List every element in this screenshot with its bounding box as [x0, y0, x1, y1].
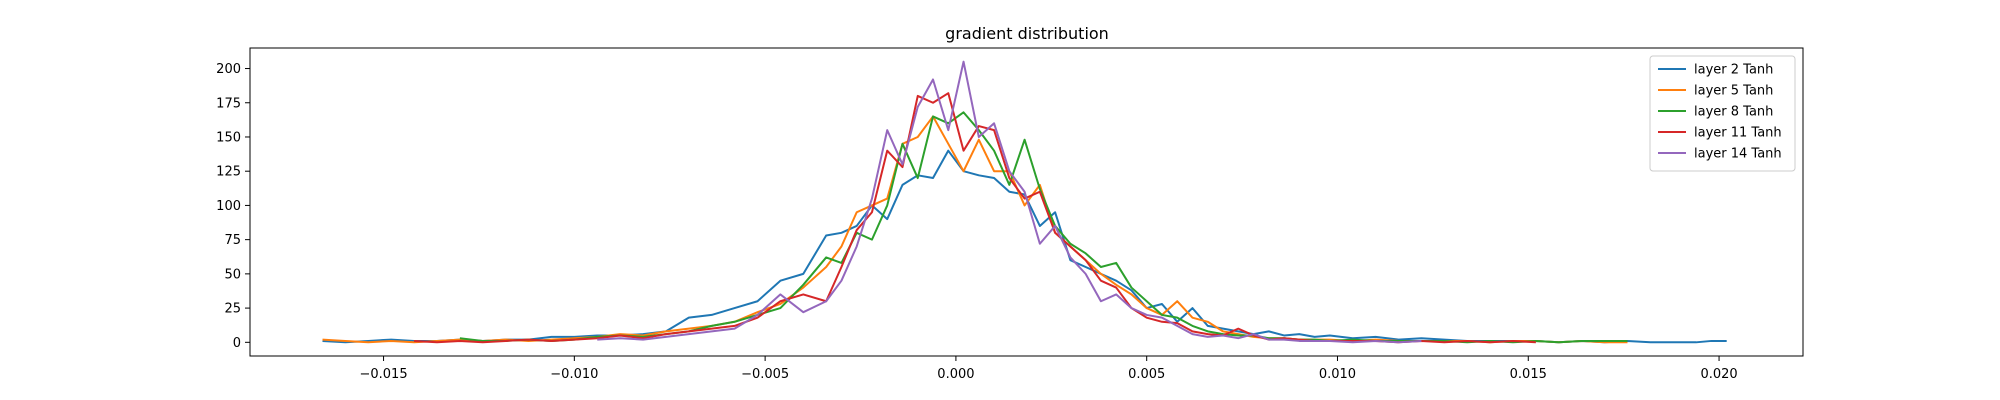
legend-label-5: layer 14 Tanh: [1694, 147, 1782, 162]
x-axis: −0.015 −0.010 −0.005 0.000 0.005 0.010 0.015 0.…: [359, 356, 1738, 382]
x-tick-label: 0.005: [1128, 367, 1165, 382]
x-tick-label: 0.000: [937, 367, 974, 382]
plot-lines: [322, 60, 1727, 344]
legend-label-2: layer 5 Tanh: [1694, 84, 1773, 99]
y-tick-label: 75: [224, 233, 241, 248]
y-tick-label: 50: [224, 267, 241, 282]
x-tick-label: −0.015: [359, 367, 407, 382]
y-tick-label: 125: [216, 165, 241, 180]
plot-frame: [249, 47, 1804, 357]
legend-label-1: layer 2 Tanh: [1694, 63, 1773, 78]
series-line-5: [597, 60, 1422, 344]
x-tick-label: −0.005: [741, 367, 789, 382]
y-tick-label: 25: [224, 302, 241, 317]
x-tick-label: −0.010: [550, 367, 598, 382]
x-tick-label: 0.010: [1319, 367, 1356, 382]
legend-label-4: layer 11 Tanh: [1694, 126, 1782, 141]
chart-title: gradient distribution: [945, 24, 1109, 43]
y-tick-label: 175: [216, 96, 241, 111]
legend: layer 2 Tanh layer 5 Tanh layer 8 Tanh laye…: [1649, 55, 1796, 172]
x-tick-label: 0.015: [1510, 367, 1547, 382]
y-axis: 0 25 50 75 100 125 150 175 200: [216, 62, 250, 351]
legend-label-3: layer 8 Tanh: [1694, 105, 1773, 120]
legend-box: [1649, 55, 1796, 172]
y-tick-label: 100: [216, 199, 241, 214]
y-tick-label: 150: [216, 130, 241, 145]
y-tick-label: 200: [216, 62, 241, 77]
x-tick-label: 0.020: [1700, 367, 1737, 382]
y-tick-label: 0: [233, 336, 241, 351]
